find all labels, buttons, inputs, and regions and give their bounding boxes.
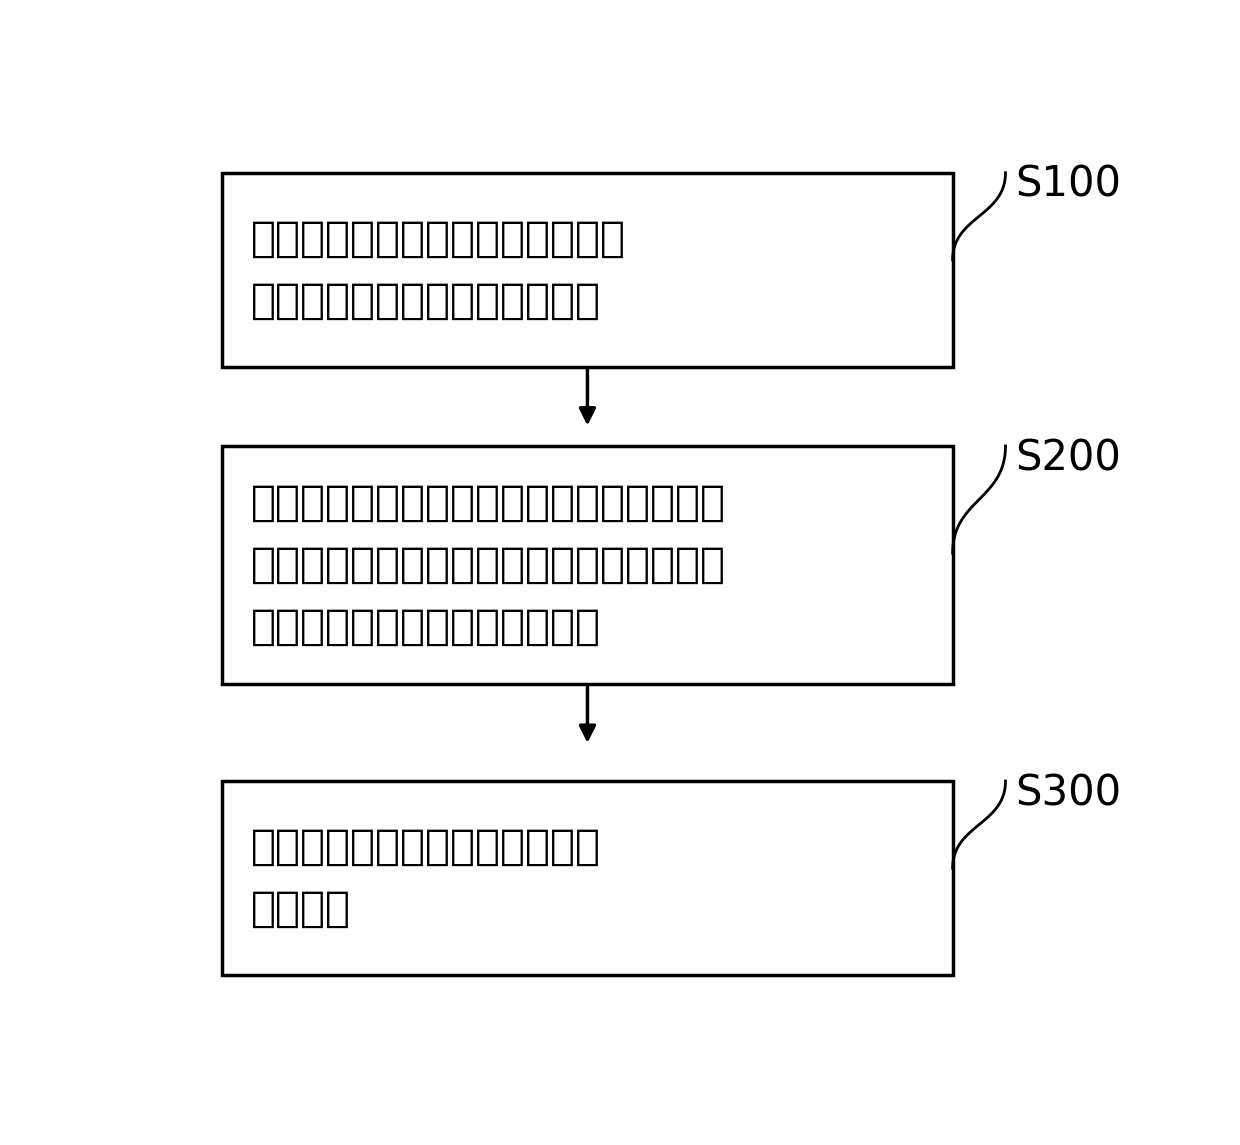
FancyBboxPatch shape [222, 781, 952, 976]
Text: S100: S100 [1016, 164, 1121, 206]
FancyBboxPatch shape [222, 173, 952, 366]
Text: S200: S200 [1016, 437, 1121, 479]
Text: 根据加热控制信号调节空调器的
输出温度: 根据加热控制信号调节空调器的 输出温度 [250, 826, 601, 930]
FancyBboxPatch shape [222, 445, 952, 684]
Text: S300: S300 [1016, 772, 1121, 814]
Text: 获取室内不同位置的环境温度，并
根据环境温度得到室内平均温度: 获取室内不同位置的环境温度，并 根据环境温度得到室内平均温度 [250, 218, 626, 322]
Text: 当室内平均温度小于设定温度，且室内平均
温度与设定温度的温度差小于等于设定值，
获取对应温度差的加热控制信号: 当室内平均温度小于设定温度，且室内平均 温度与设定温度的温度差小于等于设定值， … [250, 482, 727, 648]
